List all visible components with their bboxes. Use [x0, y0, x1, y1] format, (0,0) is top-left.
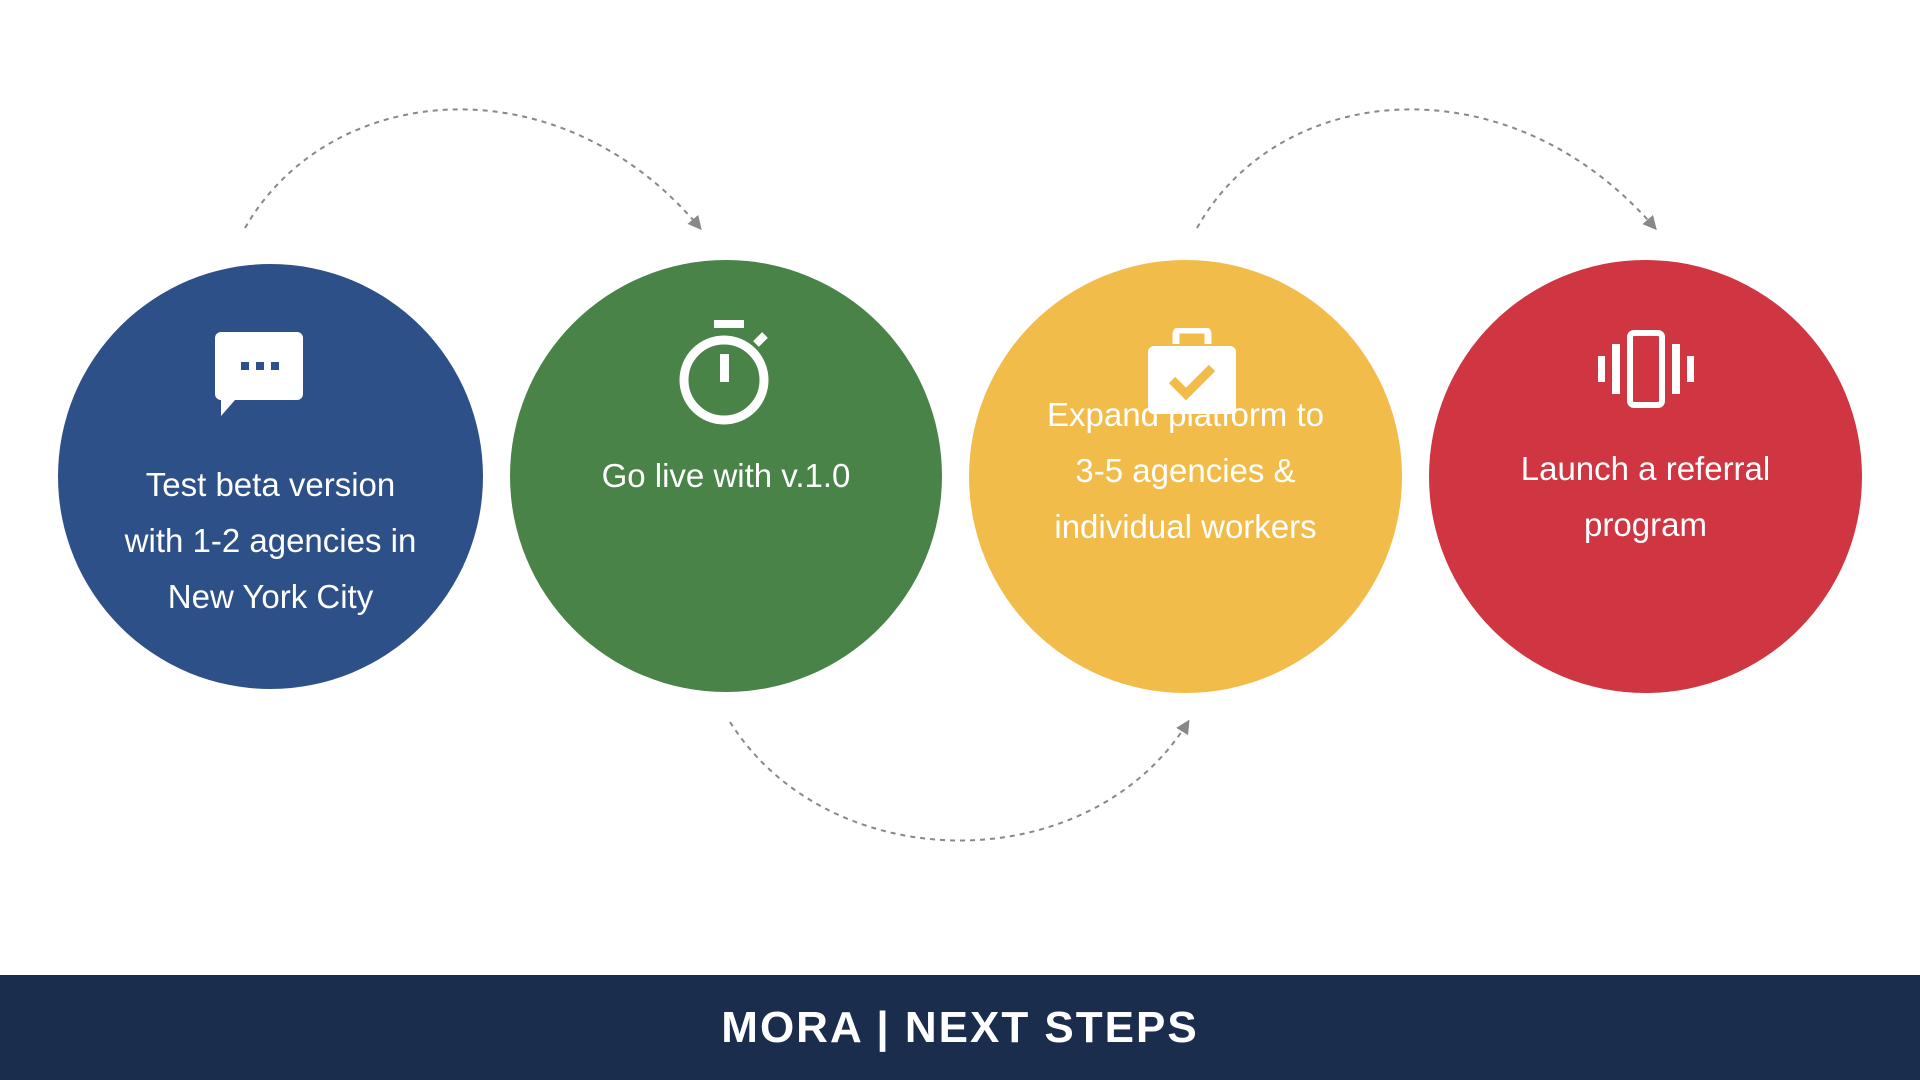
stopwatch-icon: [666, 312, 786, 432]
vibrating-phone-icon: [1586, 310, 1706, 430]
step-2-line-1: Go live with v.1.0: [601, 457, 851, 494]
step-3-circle: Expand platform to 3-5 agencies & indivi…: [969, 260, 1402, 693]
footer-title: MORA | NEXT STEPS: [721, 1002, 1199, 1052]
step-4-text: Launch a referral program: [1479, 441, 1812, 553]
step-1-line-1: Test beta version: [145, 466, 396, 503]
briefcase-check-icon: [1132, 314, 1252, 434]
step-1-circle: Test beta version with 1-2 agencies in N…: [58, 264, 483, 689]
step-1-text: Test beta version with 1-2 agencies in N…: [108, 457, 433, 625]
step-4-line-1: Launch a referral: [1520, 450, 1771, 487]
step-1-line-2: with 1-2 agencies in: [124, 522, 417, 559]
arc-step1-to-step2: [244, 108, 702, 231]
step-3-line-2: 3-5 agencies &: [1075, 452, 1296, 489]
step-4-circle: Launch a referral program: [1429, 260, 1862, 693]
speech-bubble-icon: [199, 314, 319, 434]
step-2-text: Go live with v.1.0: [560, 448, 892, 504]
step-3-line-1: Expand platform to: [1047, 396, 1324, 433]
step-1-line-3: New York City: [167, 578, 374, 615]
step-4-line-2: program: [1584, 506, 1707, 543]
arc-step2-to-step3: [729, 719, 1190, 842]
step-3-line-3: individual workers: [1054, 508, 1317, 545]
step-3-text: Expand platform to 3-5 agencies & indivi…: [1019, 387, 1352, 555]
step-2-circle: Go live with v.1.0: [510, 260, 942, 692]
footer-bar: MORA | NEXT STEPS: [0, 975, 1920, 1080]
arc-step3-to-step4: [1196, 108, 1657, 231]
